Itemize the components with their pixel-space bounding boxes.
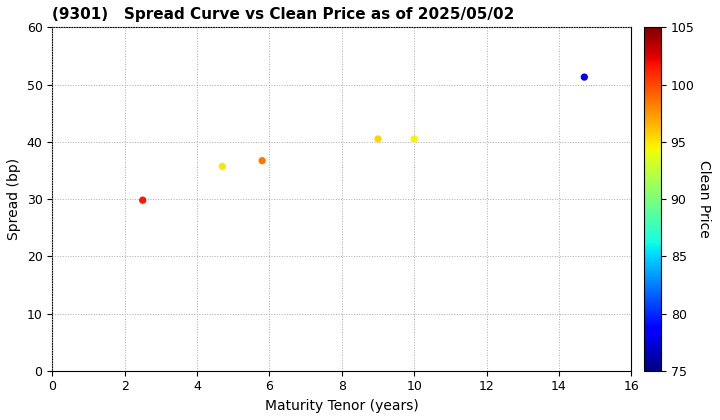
Point	[256, 158, 268, 164]
Point	[372, 136, 384, 142]
Y-axis label: Spread (bp): Spread (bp)	[7, 158, 21, 240]
Text: (9301)   Spread Curve vs Clean Price as of 2025/05/02: (9301) Spread Curve vs Clean Price as of…	[53, 7, 515, 22]
Point	[137, 197, 148, 204]
Point	[217, 163, 228, 170]
Y-axis label: Clean Price: Clean Price	[697, 160, 711, 238]
Point	[579, 74, 590, 81]
Point	[408, 136, 420, 142]
X-axis label: Maturity Tenor (years): Maturity Tenor (years)	[265, 399, 418, 413]
